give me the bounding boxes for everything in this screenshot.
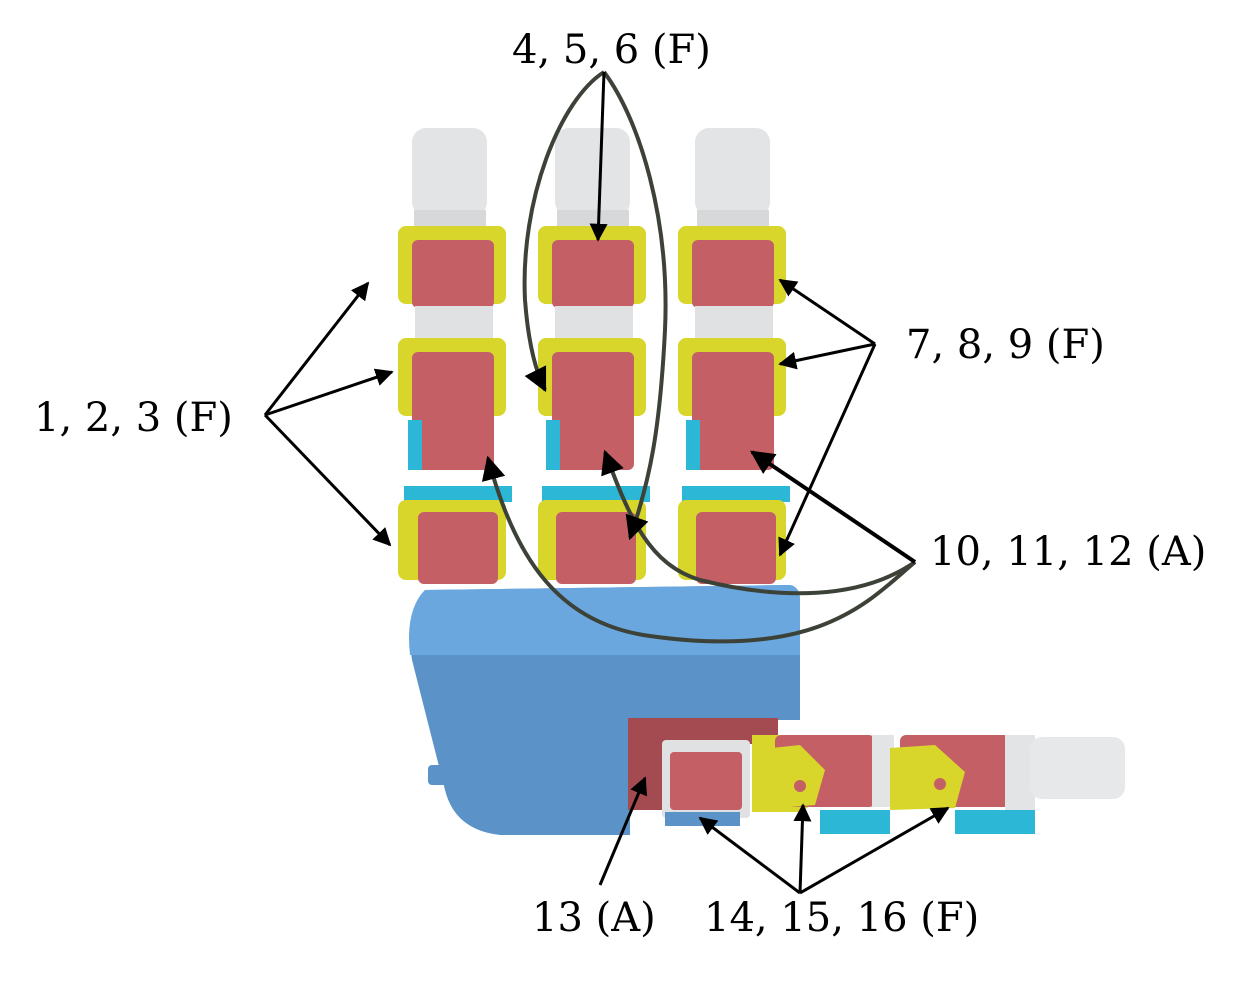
flex-arrow-2 bbox=[264, 368, 394, 417]
palm bbox=[409, 585, 800, 835]
palm-side-nub bbox=[428, 765, 448, 785]
flex-arrow-16 bbox=[799, 806, 950, 895]
servo-middle bbox=[692, 352, 774, 470]
abduction-arrows bbox=[481, 70, 917, 644]
abduction-arrow-finger-3 bbox=[750, 450, 917, 564]
connector bbox=[404, 486, 512, 502]
finger-2 bbox=[538, 128, 650, 584]
label-joints-14-15-16: 14, 15, 16 (F) bbox=[704, 895, 980, 941]
label-joint-13: 13 (A) bbox=[532, 895, 656, 941]
thumb bbox=[628, 718, 1125, 834]
abduction-arrow-13 bbox=[598, 776, 648, 886]
label-joints-10-11-12: 10, 11, 12 (A) bbox=[930, 529, 1207, 575]
flex-arrow-4-proximal bbox=[602, 70, 668, 541]
flex-arrow-1 bbox=[263, 281, 370, 416]
servo-proximal bbox=[556, 512, 636, 584]
finger-3 bbox=[678, 128, 790, 584]
servo-distal bbox=[692, 240, 774, 308]
thumb-tip bbox=[1030, 737, 1125, 799]
thumb-bracket-2 bbox=[890, 745, 965, 810]
abduction-arrow-finger-2 bbox=[601, 449, 917, 596]
connector bbox=[682, 486, 790, 502]
abduction-arrow-finger-1 bbox=[481, 455, 917, 644]
servo-proximal bbox=[418, 512, 498, 584]
fingertip bbox=[412, 128, 487, 216]
flex-arrow-3 bbox=[263, 413, 392, 547]
flex-arrow-15 bbox=[793, 803, 812, 894]
flexion-arrows bbox=[263, 71, 950, 895]
flex-arrow-9 bbox=[778, 343, 877, 557]
flex-arrow-4-middle bbox=[522, 70, 606, 393]
fingertip bbox=[555, 128, 630, 216]
flex-arrow-8 bbox=[778, 342, 876, 370]
flex-arrow-14 bbox=[698, 816, 801, 895]
label-joints-7-8-9: 7, 8, 9 (F) bbox=[906, 322, 1105, 368]
flex-arrow-5 bbox=[589, 71, 608, 242]
label-joints-1-2-3: 1, 2, 3 (F) bbox=[34, 395, 233, 441]
servo-middle bbox=[412, 352, 494, 470]
servo-distal bbox=[412, 240, 494, 308]
flex-arrow-7 bbox=[778, 278, 876, 346]
connector bbox=[542, 486, 650, 502]
servo-middle bbox=[552, 352, 634, 470]
fingertip bbox=[695, 128, 770, 216]
servo-proximal bbox=[696, 512, 776, 584]
label-joints-4-5-6: 4, 5, 6 (F) bbox=[512, 27, 711, 73]
servo-distal bbox=[552, 240, 634, 308]
thumb-servo-1 bbox=[670, 752, 742, 810]
finger-1 bbox=[398, 128, 512, 584]
